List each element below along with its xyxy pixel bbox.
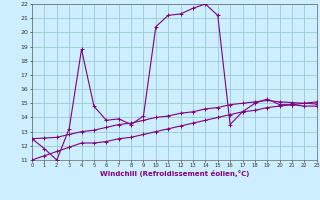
X-axis label: Windchill (Refroidissement éolien,°C): Windchill (Refroidissement éolien,°C) — [100, 170, 249, 177]
